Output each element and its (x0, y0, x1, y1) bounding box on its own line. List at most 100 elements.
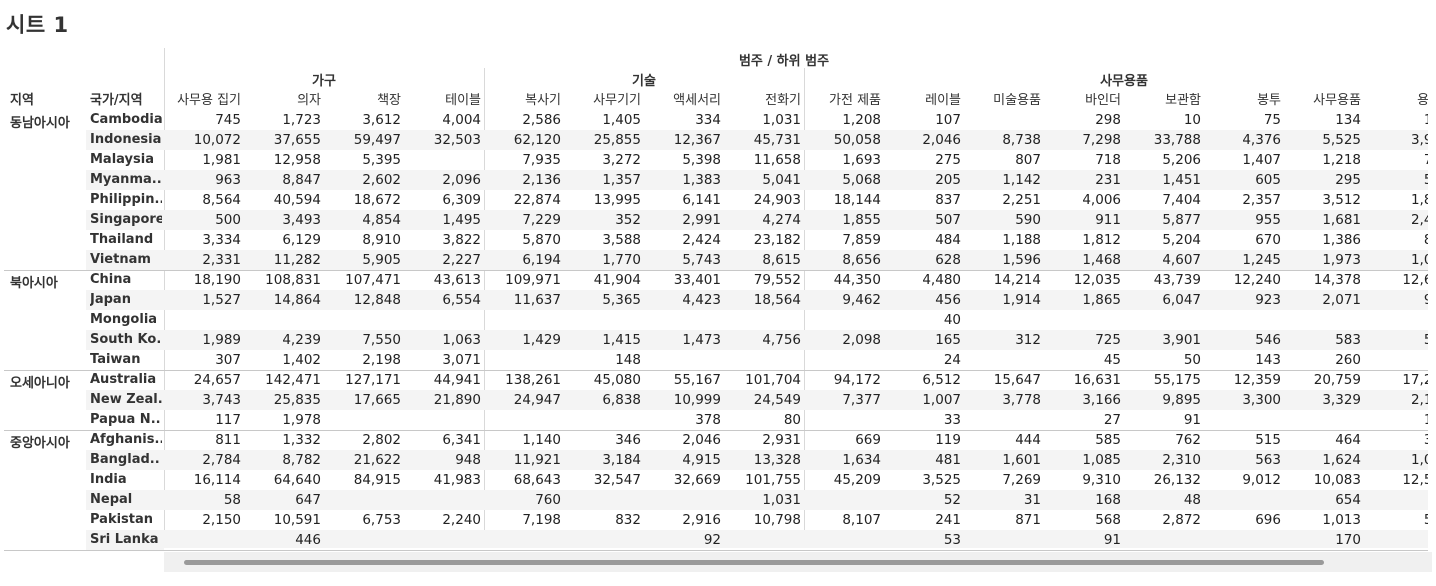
table-cell[interactable] (964, 530, 1041, 548)
table-cell[interactable] (644, 310, 721, 330)
table-cell[interactable] (1364, 530, 1428, 548)
table-cell[interactable]: 647 (295, 492, 321, 508)
table-cell[interactable]: 26,132 (1153, 472, 1201, 488)
table-cell[interactable]: 23,182 (753, 232, 801, 248)
table-row[interactable]: 500 3,493 4,854 1,495 7,229 352 2,991 4,274 1,85… (164, 210, 1428, 230)
table-cell[interactable]: 41,904 (593, 272, 641, 288)
table-cell[interactable]: 24,549 (753, 392, 801, 408)
country-label[interactable]: Thailand (90, 232, 154, 247)
table-cell[interactable]: 1,981 (202, 152, 241, 168)
table-cell[interactable]: 3,901 (1162, 332, 1201, 348)
table-cell[interactable]: 40,594 (273, 192, 321, 208)
table-cell[interactable]: 68,643 (513, 472, 561, 488)
table-cell[interactable]: 4,004 (442, 112, 481, 128)
table-cell[interactable]: 3,525 (922, 472, 961, 488)
table-cell[interactable]: 3,512 (1322, 192, 1361, 208)
table-cell[interactable]: 871 (1015, 512, 1041, 528)
table-cell[interactable]: 1,865 (1082, 292, 1121, 308)
table-cell[interactable]: 352 (615, 212, 641, 228)
table-cell[interactable]: 14,214 (993, 272, 1041, 288)
table-row[interactable]: 1,527 14,864 12,848 6,554 11,637 5,365 4,423 18… (164, 290, 1428, 310)
table-cell[interactable] (484, 310, 561, 330)
table-cell[interactable]: 7,229 (522, 212, 561, 228)
country-label[interactable]: China (90, 272, 132, 287)
table-cell[interactable]: 2,227 (442, 252, 481, 268)
table-cell[interactable]: 4,239 (282, 332, 321, 348)
table-cell[interactable]: 10,072 (193, 132, 241, 148)
table-cell[interactable]: 8,847 (282, 172, 321, 188)
table-row[interactable]: 1,989 4,239 7,550 1,063 1,429 1,415 1,473 4,756… (164, 330, 1428, 350)
table-cell[interactable]: 2,096 (442, 172, 481, 188)
scrollbar-thumb[interactable] (184, 560, 1324, 565)
table-cell[interactable]: 11,282 (273, 252, 321, 268)
table-cell[interactable]: 9,462 (842, 292, 881, 308)
table-cell[interactable] (404, 410, 481, 430)
table-cell[interactable]: 11,637 (513, 292, 561, 308)
data-pane[interactable]: 범주 / 하위 범주 가구 사무용 집기 의자 책장 테이블 기술 복사기 사무기기 액세서리 전… (164, 48, 1428, 548)
country-label[interactable]: Papua N.. (90, 412, 161, 427)
table-cell[interactable]: 500 (215, 212, 241, 228)
table-cell[interactable]: 3,822 (442, 232, 481, 248)
table-cell[interactable]: 923 (1255, 292, 1281, 308)
table-cell[interactable] (484, 410, 561, 430)
table-cell[interactable]: 1,188 (1002, 232, 1041, 248)
table-cell[interactable]: 37,655 (273, 132, 321, 148)
table-cell[interactable]: 127,171 (345, 372, 401, 388)
table-cell[interactable]: 5,204 (1162, 232, 1201, 248)
table-cell[interactable]: 3,166 (1082, 392, 1121, 408)
table-cell[interactable] (564, 490, 641, 510)
table-cell[interactable]: 6,129 (282, 232, 321, 248)
table-cell[interactable]: 8,107 (842, 512, 881, 528)
table-cell[interactable] (644, 490, 721, 510)
country-label[interactable]: Cambodia (90, 112, 162, 127)
table-cell[interactable]: 2,357 (1242, 192, 1281, 208)
table-cell[interactable]: 307 (215, 352, 241, 368)
table-cell[interactable]: 4,274 (762, 212, 801, 228)
table-row[interactable]: 307 1,402 2,198 3,071 148 24 45 50 143 260 (164, 350, 1428, 370)
table-cell[interactable] (1364, 310, 1428, 330)
table-cell[interactable]: 948 (455, 452, 481, 468)
table-cell[interactable]: 1,989 (202, 332, 241, 348)
table-cell[interactable]: 12,035 (1073, 272, 1121, 288)
table-cell[interactable]: 2,098 (842, 332, 881, 348)
table-cell[interactable]: 1,634 (842, 452, 881, 468)
table-cell[interactable]: 832 (615, 512, 641, 528)
table-cell[interactable]: 1,357 (602, 172, 641, 188)
table-cell[interactable]: 1,383 (682, 172, 721, 188)
table-cell[interactable]: 1,140 (522, 432, 561, 448)
table-cell[interactable]: 1,601 (1002, 452, 1041, 468)
table-cell[interactable]: 18 (1364, 410, 1428, 430)
table-cell[interactable] (1364, 350, 1428, 370)
table-cell[interactable] (804, 530, 881, 548)
table-cell[interactable]: 745 (215, 112, 241, 128)
table-cell[interactable]: 82 (1364, 230, 1428, 250)
table-cell[interactable]: 142,471 (265, 372, 321, 388)
table-cell[interactable]: 2,150 (202, 512, 241, 528)
table-cell[interactable]: 138,261 (505, 372, 561, 388)
table-cell[interactable]: 14,378 (1313, 272, 1361, 288)
table-cell[interactable] (404, 490, 481, 510)
table-cell[interactable]: 94,172 (833, 372, 881, 388)
table-cell[interactable] (1284, 410, 1361, 430)
table-cell[interactable]: 6,512 (922, 372, 961, 388)
country-label[interactable]: Myanma.. (90, 172, 162, 187)
table-cell[interactable]: 1,245 (1242, 252, 1281, 268)
table-cell[interactable]: 762 (1175, 432, 1201, 448)
table-cell[interactable]: 3,743 (202, 392, 241, 408)
table-cell[interactable]: 18,190 (193, 272, 241, 288)
table-row[interactable]: 745 1,723 3,612 4,004 2,586 1,405 334 1,031 1,20… (164, 110, 1428, 130)
table-cell[interactable]: 148 (615, 352, 641, 368)
table-cell[interactable]: 2,784 (202, 452, 241, 468)
table-cell[interactable]: 12,958 (273, 152, 321, 168)
table-cell[interactable]: 8,738 (1002, 132, 1041, 148)
table-cell[interactable]: 811 (215, 432, 241, 448)
table-row[interactable]: 16,114 64,640 84,915 41,983 68,643 32,547 32,6… (164, 470, 1428, 490)
table-cell[interactable]: 3,184 (602, 452, 641, 468)
table-row[interactable]: 18,190 108,831 107,471 43,613 109,971 41,904 3… (164, 270, 1428, 290)
table-cell[interactable]: 2,41 (1410, 212, 1428, 228)
table-cell[interactable]: 1,693 (842, 152, 881, 168)
table-cell[interactable]: 1,415 (602, 332, 641, 348)
table-cell[interactable]: 32,669 (673, 472, 721, 488)
table-cell[interactable]: 22,874 (513, 192, 561, 208)
table-cell[interactable]: 119 (935, 432, 961, 448)
